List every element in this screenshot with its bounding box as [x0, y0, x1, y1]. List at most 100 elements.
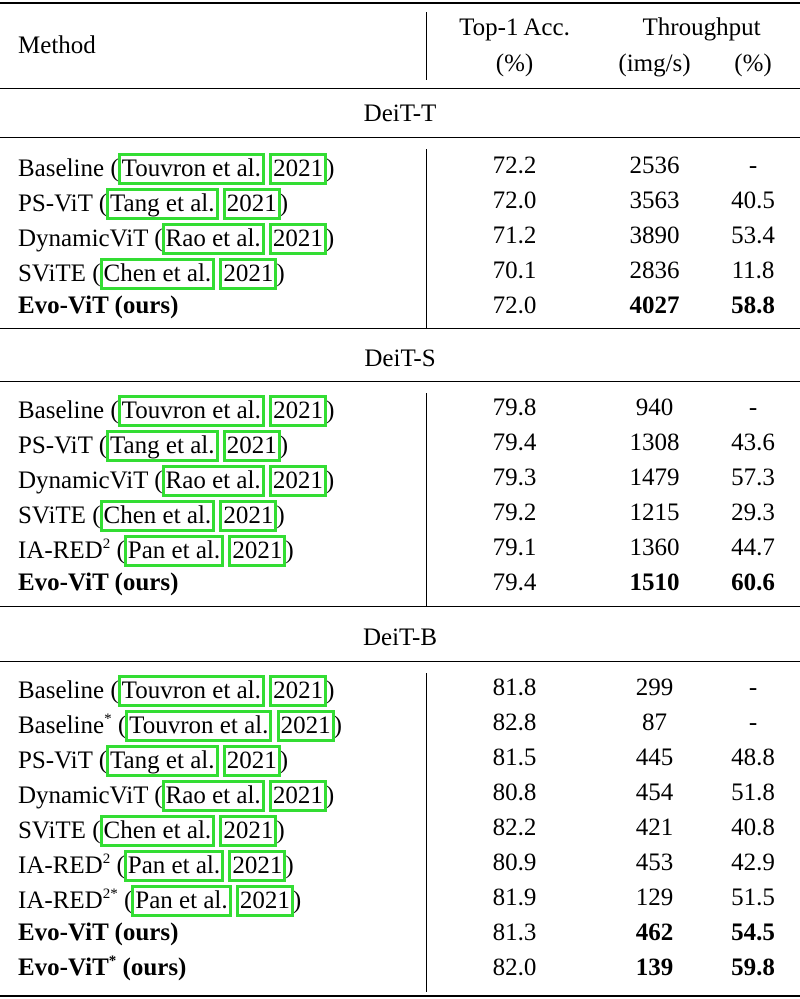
citation-year-link[interactable]: 2021	[269, 153, 328, 186]
citation-author-link[interactable]: Touvron et al.	[125, 710, 273, 743]
citation-year-link[interactable]: 2021	[268, 465, 327, 498]
throughput-pct-cell: 11.8	[731, 257, 775, 284]
throughput-imgs-cell: 3563	[629, 187, 680, 214]
accuracy-cell: 71.2	[492, 222, 537, 249]
method-name: SViTE	[18, 260, 86, 287]
method-name: Evo-ViT (ours)	[18, 569, 179, 596]
method-name: Baseline	[18, 712, 105, 739]
citation-author-link[interactable]: Rao et al.	[161, 465, 265, 498]
citation-author-link[interactable]: Chen et al.	[99, 815, 216, 848]
method-name: IA-RED	[18, 537, 103, 564]
method-cell: PS-ViT (Tang et al. 2021)	[18, 430, 288, 463]
citation-year-link[interactable]: 2021	[228, 535, 287, 568]
accuracy-cell: 81.8	[492, 674, 537, 701]
column-divider	[426, 393, 427, 607]
throughput-imgs-cell: 1360	[629, 534, 680, 561]
throughput-imgs-cell: 454	[635, 779, 674, 806]
accuracy-cell: 82.0	[492, 954, 537, 981]
citation-author-link[interactable]: Chen et al.	[99, 500, 216, 533]
citation-author-link[interactable]: Rao et al.	[161, 780, 265, 813]
accuracy-cell: 72.0	[492, 187, 537, 214]
citation-year-link[interactable]: 2021	[269, 395, 328, 428]
citation-year-link[interactable]: 2021	[219, 815, 278, 848]
accuracy-cell: 79.8	[492, 394, 537, 421]
citation-author-link[interactable]: Touvron et al.	[117, 395, 265, 428]
throughput-imgs-cell: 445	[635, 744, 674, 771]
throughput-imgs-cell: 1510	[629, 569, 680, 596]
section-title: DeiT-S	[364, 345, 436, 372]
citation-author-link[interactable]: Pan et al.	[123, 850, 225, 883]
throughput-imgs-cell: 4027	[629, 292, 680, 319]
citation-year-link[interactable]: 2021	[222, 745, 281, 778]
throughput-pct-cell: 59.8	[731, 954, 775, 981]
throughput-pct-cell: 51.5	[731, 884, 775, 911]
citation-year-link[interactable]: 2021	[222, 188, 281, 221]
section-title: DeiT-B	[362, 624, 438, 651]
header-img-unit: (img/s)	[618, 50, 691, 77]
accuracy-cell: 70.1	[492, 257, 537, 284]
citation-year-link[interactable]: 2021	[268, 780, 327, 813]
throughput-imgs-cell: 2836	[629, 257, 680, 284]
method-name: SViTE	[18, 502, 86, 529]
throughput-pct-cell: -	[748, 394, 758, 421]
throughput-imgs-cell: 1215	[629, 499, 680, 526]
citation-author-link[interactable]: Rao et al.	[161, 223, 265, 256]
method-cell: Evo-ViT (ours)	[18, 570, 178, 595]
citation-year-link[interactable]: 2021	[276, 710, 335, 743]
citation-year-link[interactable]: 2021	[228, 850, 287, 883]
citation-author-link[interactable]: Tang et al.	[106, 745, 219, 778]
citation-year-link[interactable]: 2021	[235, 885, 294, 918]
throughput-pct-cell: 42.9	[731, 849, 775, 876]
citation-author-link[interactable]: Touvron et al.	[117, 675, 265, 708]
citation-author-link[interactable]: Touvron et al.	[117, 153, 265, 186]
method-cell: IA-RED2 (Pan et al. 2021)	[18, 850, 294, 883]
method-cell: Baseline (Touvron et al. 2021)	[18, 675, 334, 708]
method-cell: SViTE (Chen et al. 2021)	[18, 815, 285, 848]
citation-year-link[interactable]: 2021	[269, 675, 328, 708]
method-name: Evo-ViT (ours)	[18, 919, 179, 946]
method-name: DynamicViT	[18, 782, 148, 809]
header-rule	[0, 88, 800, 89]
accuracy-cell: 79.3	[492, 464, 537, 491]
method-name: Baseline	[18, 397, 105, 424]
throughput-imgs-cell: 139	[635, 954, 674, 981]
throughput-imgs-cell: 129	[635, 884, 674, 911]
citation-year-link[interactable]: 2021	[268, 223, 327, 256]
citation-year-link[interactable]: 2021	[219, 258, 278, 291]
column-divider	[426, 149, 427, 328]
throughput-pct-cell: 40.5	[731, 187, 775, 214]
citation-author-link[interactable]: Tang et al.	[106, 430, 219, 463]
section-rule	[0, 661, 800, 662]
citation-author-link[interactable]: Pan et al.	[123, 535, 225, 568]
throughput-imgs-cell: 421	[635, 814, 674, 841]
method-name: Evo-ViT (ours)	[18, 292, 179, 319]
method-suffix: (ours)	[116, 954, 187, 981]
citation-author-link[interactable]: Pan et al.	[131, 885, 232, 918]
throughput-imgs-cell: 453	[635, 849, 674, 876]
header-accuracy-unit: (%)	[495, 50, 534, 77]
accuracy-cell: 81.9	[492, 884, 537, 911]
accuracy-cell: 81.5	[492, 744, 537, 771]
throughput-pct-cell: 51.8	[731, 779, 775, 806]
method-name: PS-ViT	[18, 747, 93, 774]
method-cell: PS-ViT (Tang et al. 2021)	[18, 745, 288, 778]
method-cell: SViTE (Chen et al. 2021)	[18, 258, 285, 291]
accuracy-cell: 79.2	[492, 499, 537, 526]
accuracy-cell: 81.3	[492, 919, 537, 946]
method-cell: Baseline* (Touvron et al. 2021)	[18, 710, 342, 743]
citation-year-link[interactable]: 2021	[222, 430, 281, 463]
accuracy-cell: 72.0	[492, 292, 537, 319]
method-name: SViTE	[18, 817, 86, 844]
citation-year-link[interactable]: 2021	[219, 500, 278, 533]
throughput-pct-cell: 40.8	[731, 814, 775, 841]
accuracy-cell: 80.8	[492, 779, 537, 806]
throughput-pct-cell: 60.6	[731, 569, 775, 596]
method-superscript: 2	[102, 851, 111, 867]
citation-author-link[interactable]: Tang et al.	[106, 188, 219, 221]
header-accuracy: Top-1 Acc.	[459, 14, 570, 41]
citation-author-link[interactable]: Chen et al.	[99, 258, 216, 291]
method-name: Baseline	[18, 677, 105, 704]
throughput-imgs-cell: 940	[635, 394, 674, 421]
accuracy-cell: 80.9	[492, 849, 537, 876]
bottom-rule	[0, 995, 800, 997]
